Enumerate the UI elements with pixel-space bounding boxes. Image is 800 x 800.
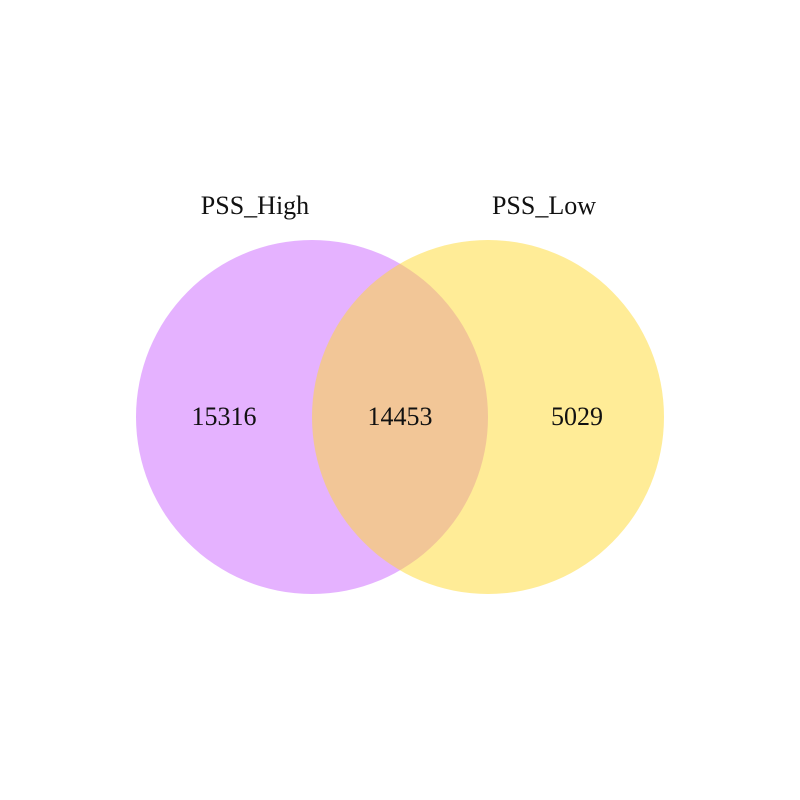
pss-low-circle: [312, 240, 664, 594]
pss-high-label: PSS_High: [201, 191, 309, 220]
pss-low-label: PSS_Low: [492, 191, 596, 220]
high-only-count: 15316: [192, 402, 257, 431]
low-only-count: 5029: [551, 402, 603, 431]
intersection-count: 14453: [368, 402, 433, 431]
venn-circles: [136, 240, 664, 594]
